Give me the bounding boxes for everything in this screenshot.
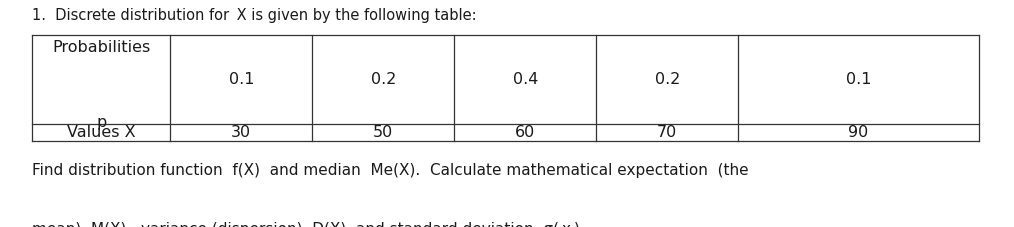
Text: 0.4: 0.4 bbox=[512, 72, 538, 87]
Text: 70: 70 bbox=[657, 125, 677, 140]
Text: 30: 30 bbox=[231, 125, 251, 140]
Text: 0.1: 0.1 bbox=[846, 72, 871, 87]
Text: 0.2: 0.2 bbox=[370, 72, 396, 87]
Text: 0.1: 0.1 bbox=[228, 72, 255, 87]
Text: Values X: Values X bbox=[67, 125, 136, 140]
Text: 60: 60 bbox=[515, 125, 535, 140]
Text: Find distribution function  f(X)  and median  Me(X).  Calculate mathematical exp: Find distribution function f(X) and medi… bbox=[32, 163, 749, 178]
Text: mean)  M(X),  variance (dispersion)  D(X)  and standard deviation  σ( x ) .: mean) M(X), variance (dispersion) D(X) a… bbox=[32, 222, 590, 227]
Text: p: p bbox=[96, 115, 106, 130]
Text: 90: 90 bbox=[849, 125, 868, 140]
Text: 50: 50 bbox=[373, 125, 393, 140]
Text: Probabilities: Probabilities bbox=[53, 40, 150, 55]
Text: 1.  Discrete distribution for  X is given by the following table:: 1. Discrete distribution for X is given … bbox=[32, 8, 477, 23]
Text: 0.2: 0.2 bbox=[654, 72, 680, 87]
